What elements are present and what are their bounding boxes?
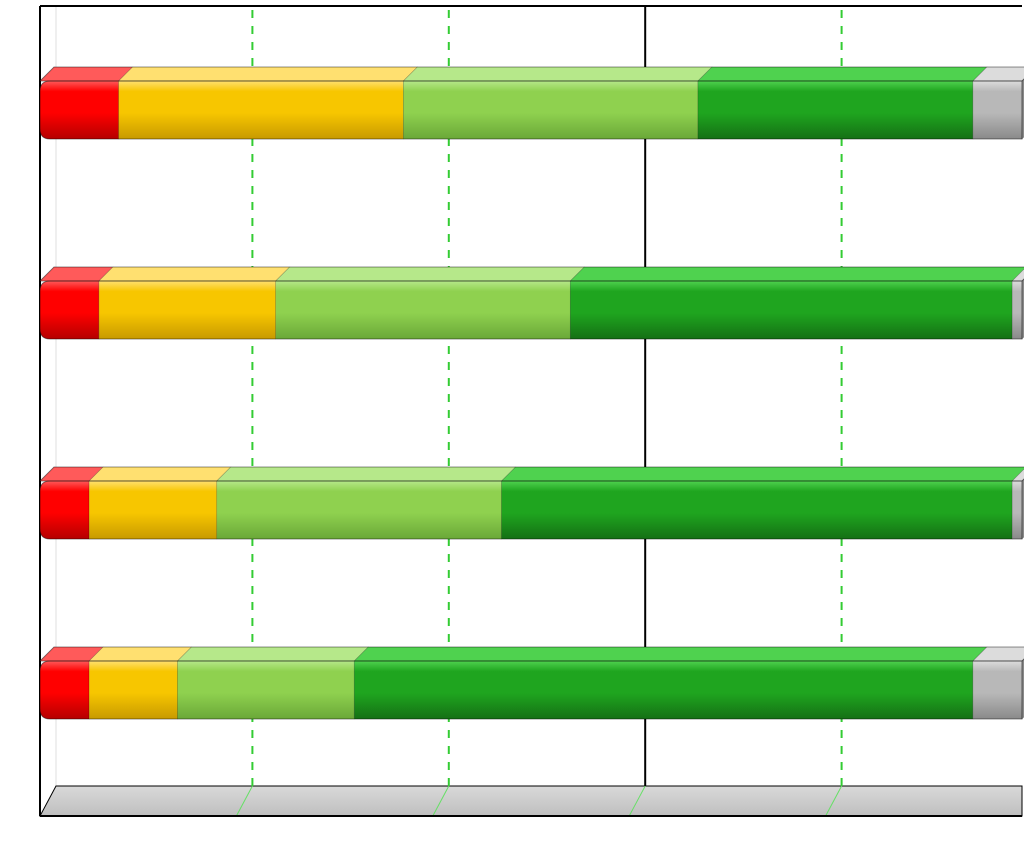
bar-segment: [570, 281, 1012, 339]
bar-segment-top: [40, 67, 133, 81]
bar-row1: [40, 67, 1024, 139]
bar-segment-top: [217, 467, 516, 481]
bar-segment: [217, 481, 502, 539]
bar-segment-top: [403, 67, 712, 81]
bar-segment: [99, 281, 276, 339]
bar-segment: [177, 661, 354, 719]
bar-segment-top: [570, 267, 1024, 281]
bar-segment-top: [89, 647, 191, 661]
bar-segment: [40, 481, 89, 539]
bar-segment: [89, 481, 217, 539]
bar-segment-top: [276, 267, 585, 281]
bar-segment: [403, 81, 698, 139]
bar-segment-top: [354, 647, 987, 661]
bar-segment-top: [502, 467, 1024, 481]
bar-segment: [973, 81, 1022, 139]
bar-segment: [119, 81, 404, 139]
bar-segment: [40, 661, 89, 719]
bar-segment: [698, 81, 973, 139]
bar-segment-top: [177, 647, 368, 661]
bar-segment: [40, 281, 99, 339]
stacked-bar-chart: [0, 0, 1024, 861]
chart-floor: [40, 786, 1022, 816]
bar-segment: [354, 661, 973, 719]
bar-segment: [1012, 481, 1022, 539]
bar-segment: [973, 661, 1022, 719]
bar-segment-top: [89, 467, 231, 481]
bar-segment-top: [119, 67, 418, 81]
bar-segment: [89, 661, 177, 719]
bar-segment: [1012, 281, 1022, 339]
bar-segment: [502, 481, 1013, 539]
bar-row3: [40, 467, 1024, 539]
bar-segment: [276, 281, 571, 339]
bar-segment: [40, 81, 119, 139]
bar-row4: [40, 647, 1024, 719]
bar-row2: [40, 267, 1024, 339]
bar-segment-top: [698, 67, 987, 81]
bar-segment-top: [99, 267, 290, 281]
